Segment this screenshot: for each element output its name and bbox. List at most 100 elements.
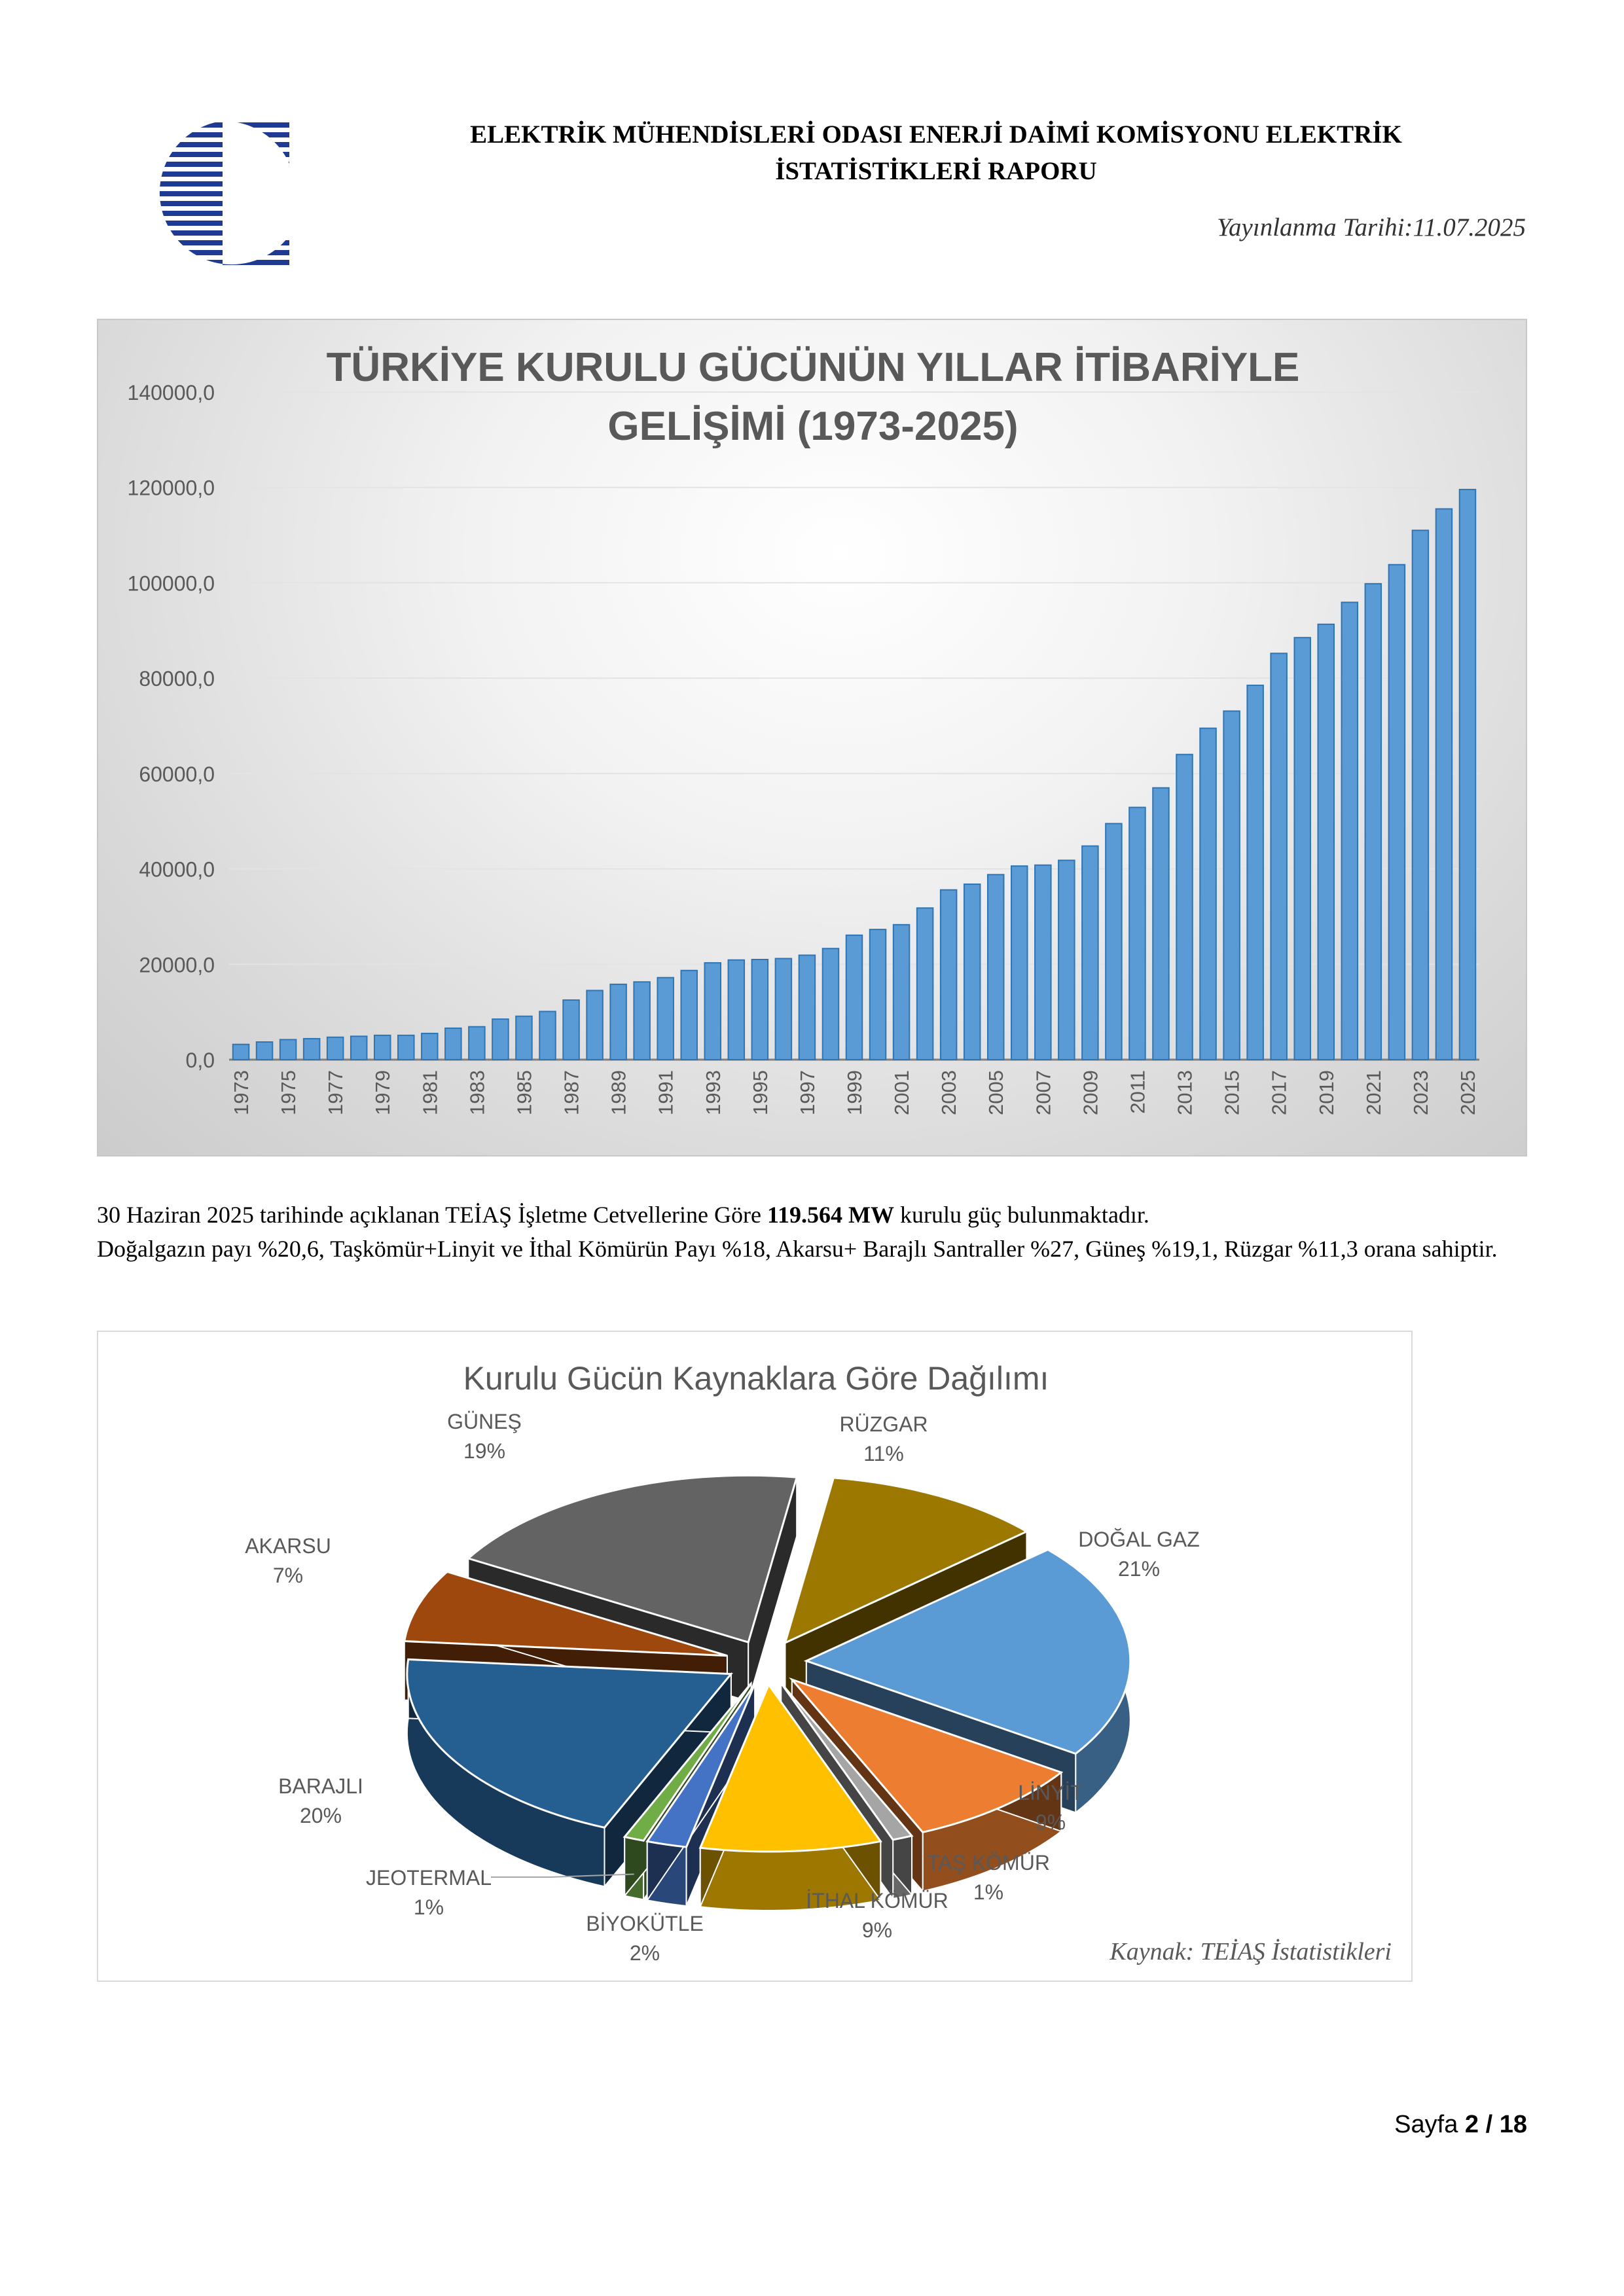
pie-label-percent: 20% — [300, 1804, 342, 1827]
y-tick-label: 80000,0 — [139, 667, 215, 691]
bar-2024 — [1435, 508, 1453, 1060]
logo-stripe — [159, 230, 289, 236]
x-tick-label: 2019 — [1315, 1070, 1338, 1115]
y-tick-label: 40000,0 — [139, 858, 215, 882]
bar-1992 — [680, 969, 698, 1060]
bar-1987 — [562, 999, 580, 1061]
x-tick-label: 1989 — [607, 1070, 630, 1115]
page-number: Sayfa 2 / 18 — [1394, 2111, 1527, 2139]
x-tick-label: 1991 — [655, 1070, 677, 1115]
pie-label-name: JEOTERMAL — [366, 1866, 492, 1890]
total-capacity-value: 119.564 MW — [767, 1202, 894, 1228]
x-tick-label: 2007 — [1032, 1070, 1055, 1115]
pie-label-name: AKARSU — [245, 1534, 331, 1558]
pie-slice-RÜZGAR — [784, 1477, 1029, 1645]
x-tick-label: 2011 — [1126, 1070, 1149, 1114]
installed-capacity-bar-chart: 0,0 20000,0 40000,0 60000,0 80000,0 100000,0 1… — [97, 319, 1527, 1157]
pie-label-percent: 7% — [273, 1564, 303, 1587]
bar-chart-title-line-1: TÜRKİYE KURULU GÜCÜNÜN YILLAR İTİBARİYLE — [327, 345, 1300, 390]
pie-slice-BİYOKÜTLE — [645, 1683, 756, 1848]
x-tick-label: 1999 — [843, 1070, 866, 1115]
pie-label-name: İTHAL KÖMÜR — [806, 1889, 948, 1912]
pie-chart-title: Kurulu Gücün Kaynaklara Göre Dağılımı — [463, 1360, 1049, 1397]
bar-1990 — [633, 981, 651, 1060]
pie-label-name: DOĞAL GAZ — [1078, 1528, 1200, 1551]
pie-slice-DOĞAL GAZ — [803, 1548, 1132, 1755]
x-tick-label: 1997 — [796, 1070, 819, 1115]
bar-1984 — [492, 1018, 509, 1060]
bar-1979 — [373, 1034, 391, 1061]
pie-label-percent: 1% — [414, 1895, 444, 1919]
bar-2002 — [916, 907, 934, 1060]
x-tick-label: 1993 — [702, 1070, 725, 1115]
pie-slice-BARAJLI — [406, 1658, 733, 1829]
pie-label-percent: 9% — [1036, 1810, 1066, 1834]
bar-1978 — [350, 1035, 368, 1061]
logo-stripe — [159, 240, 289, 245]
x-tick-label: 1983 — [465, 1070, 488, 1115]
x-tick-label: 2025 — [1456, 1070, 1479, 1115]
pie-slice-GÜNEŞ — [466, 1474, 799, 1644]
x-tick-label: 1981 — [418, 1070, 441, 1115]
chamber-logo — [118, 108, 327, 278]
bar-2021 — [1364, 583, 1382, 1060]
x-tick-label: 2023 — [1409, 1070, 1432, 1115]
x-tick-label: 1977 — [324, 1070, 347, 1115]
summary-text-b: kurulu güç bulunmaktadır. — [893, 1202, 1149, 1228]
bar-2025 — [1458, 488, 1477, 1060]
x-tick-label: 2003 — [937, 1070, 960, 1115]
summary-line-2: Doğalgazın payı %20,6, Taşkömür+Linyit v… — [97, 1236, 1498, 1262]
pie-label-name: RÜZGAR — [839, 1412, 928, 1436]
pie-slice-TAŞ KÖMÜR — [780, 1682, 914, 1841]
bar-1981 — [421, 1032, 439, 1061]
pie-slice-AKARSU — [403, 1570, 728, 1657]
pie-label-name: LİNYİT — [1018, 1781, 1083, 1804]
bar-2015 — [1223, 710, 1240, 1060]
report-header-title: ELEKTRİK MÜHENDİSLERİ ODASI ENERJİ DAİMİ… — [367, 117, 1506, 190]
bar-1973 — [232, 1043, 250, 1060]
bar-2003 — [939, 889, 958, 1061]
bar-1994 — [727, 959, 746, 1060]
logo-stripe — [159, 181, 289, 187]
pie-label-percent: 9% — [862, 1918, 892, 1942]
bar-2006 — [1011, 865, 1028, 1060]
pie-label-name: GÜNEŞ — [447, 1410, 522, 1433]
logo-stripe — [159, 142, 289, 147]
bar-2004 — [963, 883, 981, 1061]
bar-1974 — [255, 1041, 274, 1060]
bar-1985 — [515, 1015, 533, 1060]
y-tick-label: 0,0 — [186, 1049, 215, 1072]
page-current: 2 — [1464, 2111, 1479, 2138]
logo-stripe — [159, 171, 289, 177]
summary-line-1: 30 Haziran 2025 tarihinde açıklanan TEİA… — [97, 1198, 1537, 1232]
bar-1997 — [798, 954, 816, 1061]
x-tick-label: 2021 — [1362, 1070, 1385, 1115]
logo-stripe — [159, 250, 289, 255]
summary-paragraph: 30 Haziran 2025 tarihinde açıklanan TEİA… — [97, 1198, 1537, 1266]
pie-chart-canvas: RÜZGAR 11% DOĞAL GAZ 21% LİNYİT 9% TAŞ KÖMÜR 1%… — [245, 1360, 1200, 1965]
data-source-note: Kaynak: TEİAŞ İstatistikleri — [1110, 1938, 1392, 1965]
bar-2022 — [1388, 564, 1406, 1060]
bar-1991 — [657, 977, 674, 1061]
page-separator: / — [1479, 2111, 1500, 2138]
pie-slice-İTHAL KÖMÜR — [698, 1682, 882, 1853]
x-tick-label: 2017 — [1268, 1070, 1291, 1115]
pie-label-name: TAŞ KÖMÜR — [927, 1851, 1050, 1874]
publication-date: Yayınlanma Tarihi:11.07.2025 — [1216, 213, 1526, 242]
pie-label-percent: 2% — [630, 1941, 660, 1965]
page-label: Sayfa — [1394, 2111, 1465, 2138]
x-tick-label: 2005 — [984, 1070, 1007, 1115]
bar-1986 — [539, 1011, 556, 1061]
bar-2023 — [1411, 529, 1430, 1060]
pie-label-percent: 1% — [973, 1880, 1003, 1904]
x-tick-label: 2009 — [1079, 1070, 1102, 1115]
bar-2001 — [892, 924, 911, 1060]
y-tick-label: 20000,0 — [139, 953, 215, 977]
pie-slice-LİNYİT — [789, 1677, 1064, 1834]
report-header-line-1: ELEKTRİK MÜHENDİSLERİ ODASI ENERJİ DAİMİ… — [470, 120, 1402, 149]
bar-2010 — [1105, 823, 1123, 1060]
x-tick-label: 1995 — [749, 1070, 772, 1115]
pie-label-name: BİYOKÜTLE — [586, 1912, 704, 1935]
bar-1999 — [845, 934, 863, 1060]
x-tick-label: 2001 — [890, 1070, 913, 1115]
